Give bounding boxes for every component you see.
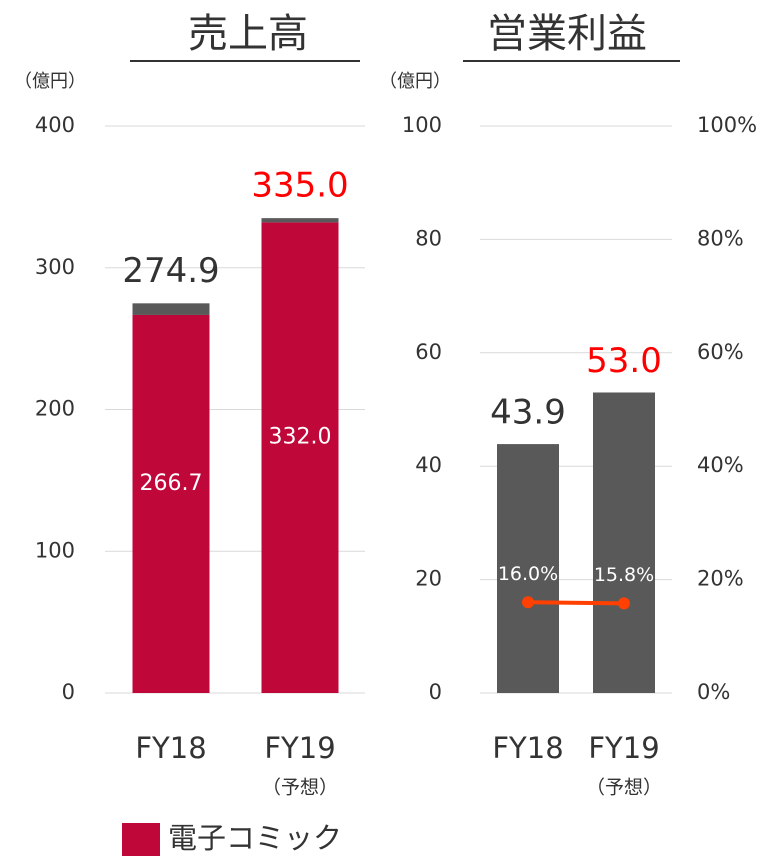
- bar-label: 332.0: [269, 425, 332, 450]
- x-tick-label: FY19: [588, 731, 659, 765]
- y2-tick-label: 20%: [697, 567, 744, 591]
- y-tick-label: 400: [35, 113, 75, 137]
- y2-tick-label: 100%: [697, 113, 757, 137]
- y-tick-label: 100: [35, 538, 75, 562]
- bar: [261, 218, 339, 223]
- legend-label: 電子コミック: [168, 821, 342, 855]
- bar-label: 266.7: [140, 471, 203, 496]
- total-label: 335.0: [251, 166, 348, 206]
- bar: [132, 314, 210, 693]
- y-tick-label: 80: [415, 226, 442, 250]
- x-tick-note: （予想）: [586, 777, 662, 799]
- legend-swatch: [122, 823, 160, 856]
- bar-label: 43.9: [490, 393, 566, 433]
- chart-title: 営業利益: [487, 11, 647, 57]
- y2-tick-label: 80%: [697, 226, 744, 250]
- unit-label: （億円）: [14, 71, 86, 92]
- y-tick-label: 200: [35, 397, 75, 421]
- y-tick-label: 300: [35, 255, 75, 279]
- y2-tick-label: 40%: [697, 453, 744, 477]
- y-tick-label: 60: [415, 340, 442, 364]
- chart-title: 売上高: [188, 11, 308, 57]
- bar-label: 53.0: [586, 341, 662, 381]
- y-tick-label: 40: [415, 453, 442, 477]
- line: [527, 600, 625, 606]
- line-label: 16.0%: [498, 563, 558, 585]
- line-marker: [618, 597, 630, 610]
- total-label: 274.9: [122, 251, 219, 291]
- y2-tick-label: 60%: [697, 340, 744, 364]
- bar: [132, 303, 210, 315]
- x-tick-label: FY18: [135, 731, 206, 765]
- x-tick-note: （予想）: [262, 777, 338, 799]
- bar: [497, 444, 559, 693]
- y-tick-label: 0: [62, 680, 75, 704]
- x-tick-label: FY18: [492, 731, 563, 765]
- bar: [593, 392, 655, 693]
- y-tick-label: 100: [402, 113, 442, 137]
- line-label: 15.8%: [594, 564, 654, 586]
- y2-tick-label: 0%: [697, 680, 730, 704]
- unit-label: （億円）: [379, 71, 451, 92]
- x-tick-label: FY19: [264, 731, 335, 765]
- line-marker: [522, 596, 534, 609]
- y-tick-label: 20: [415, 567, 442, 591]
- bar: [261, 222, 339, 693]
- y-tick-label: 0: [429, 680, 442, 704]
